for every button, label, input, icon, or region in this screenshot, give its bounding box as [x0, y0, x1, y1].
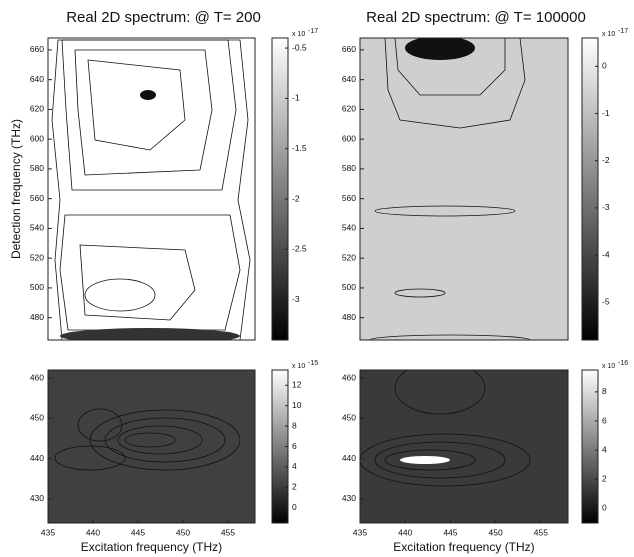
x-axis-label: Excitation frequency (THz) — [81, 540, 222, 554]
colorbar-exponent: -16 — [618, 360, 628, 367]
y-tick-label: 450 — [342, 413, 356, 423]
y-tick-label: 430 — [342, 493, 356, 503]
colorbar-tick-label: -2.5 — [292, 244, 307, 254]
contour-fill — [360, 38, 568, 340]
colorbar-tick-label: 6 — [602, 415, 607, 425]
colorbar-tick-label: -3 — [602, 202, 610, 212]
y-tick-label: 560 — [342, 193, 356, 203]
y-tick-label: 460 — [30, 372, 44, 382]
colorbar-scale: x 10 — [602, 363, 615, 370]
y-tick-label: 640 — [30, 74, 44, 84]
x-tick-label: 445 — [131, 527, 145, 537]
colorbar-tick-label: 8 — [292, 420, 297, 430]
y-tick-label: 620 — [342, 104, 356, 114]
y-tick-label: 440 — [342, 453, 356, 463]
y-tick-label: 620 — [30, 104, 44, 114]
y-tick-label: 540 — [342, 223, 356, 233]
y-tick-label: 460 — [342, 372, 356, 382]
colorbar — [581, 369, 599, 524]
y-tick-label: 560 — [30, 193, 44, 203]
colorbar-tick-label: -3 — [292, 294, 300, 304]
y-tick-label: 480 — [342, 312, 356, 322]
x-tick-label: 450 — [489, 527, 503, 537]
y-tick-label: 520 — [30, 252, 44, 262]
colorbar-tick-label: -2 — [602, 155, 610, 165]
y-tick-label: 520 — [342, 252, 356, 262]
x-axis-label: Excitation frequency (THz) — [393, 540, 534, 554]
x-tick-label: 440 — [398, 527, 412, 537]
contour-fill — [48, 38, 255, 340]
y-tick-label: 660 — [342, 44, 356, 54]
y-tick-label: 640 — [342, 74, 356, 84]
colorbar-tick-label: -0.5 — [292, 42, 307, 52]
colorbar-scale: x 10 — [292, 31, 305, 38]
plot-frame — [359, 37, 569, 341]
y-tick-label: 500 — [30, 282, 44, 292]
y-tick-label: 440 — [30, 453, 44, 463]
colorbar-tick-label: 8 — [602, 386, 607, 396]
colorbar-tick-label: 4 — [292, 461, 297, 471]
plot-frame — [47, 37, 256, 341]
colorbar-scale: x 10 — [602, 31, 615, 38]
y-tick-label: 500 — [342, 282, 356, 292]
x-tick-label: 435 — [41, 527, 55, 537]
colorbar-exponent: -15 — [308, 360, 318, 367]
y-tick-label: 600 — [30, 133, 44, 143]
colorbar-tick-label: -4 — [602, 249, 610, 259]
x-tick-label: 445 — [443, 527, 457, 537]
colorbar-exponent: -17 — [618, 28, 628, 35]
x-tick-label: 455 — [221, 527, 235, 537]
colorbar-tick-label: 12 — [292, 380, 302, 390]
colorbar-tick-label: -5 — [602, 297, 610, 307]
colorbar-tick-label: 0 — [602, 61, 607, 71]
y-tick-label: 580 — [30, 163, 44, 173]
contour-fill — [360, 370, 568, 523]
colorbar-tick-label: -2 — [292, 193, 300, 203]
y-tick-label: 600 — [342, 133, 356, 143]
colorbar-tick-label: 0 — [292, 502, 297, 512]
contour-fill — [48, 370, 255, 523]
x-tick-label: 440 — [86, 527, 100, 537]
colorbar-tick-label: -1 — [602, 108, 610, 118]
colorbar-tick-label: 0 — [602, 503, 607, 513]
colorbar-tick-label: 2 — [292, 482, 297, 492]
plot-frame — [47, 369, 256, 524]
x-tick-label: 435 — [353, 527, 367, 537]
plot-frame — [359, 369, 569, 524]
y-tick-label: 450 — [30, 413, 44, 423]
y-tick-label: 430 — [30, 493, 44, 503]
colorbar-tick-label: 6 — [292, 441, 297, 451]
y-tick-label: 580 — [342, 163, 356, 173]
colorbar-scale: x 10 — [292, 363, 305, 370]
colorbar-tick-label: 10 — [292, 400, 302, 410]
colorbar-tick-label: -1.5 — [292, 143, 307, 153]
y-tick-label: 540 — [30, 223, 44, 233]
colorbar — [271, 37, 289, 341]
y-axis-label: Detection frequency (THz) — [9, 119, 23, 259]
colorbar-tick-label: -1 — [292, 93, 300, 103]
x-tick-label: 455 — [534, 527, 548, 537]
chart-title: Real 2D spectrum: @ T= 100000 — [366, 9, 586, 26]
x-tick-label: 450 — [176, 527, 190, 537]
colorbar-exponent: -17 — [308, 28, 318, 35]
colorbar-tick-label: 4 — [602, 444, 607, 454]
y-tick-label: 480 — [30, 312, 44, 322]
colorbar — [581, 37, 599, 341]
y-tick-label: 660 — [30, 44, 44, 54]
colorbar-tick-label: 2 — [602, 474, 607, 484]
chart-title: Real 2D spectrum: @ T= 200 — [66, 9, 261, 26]
